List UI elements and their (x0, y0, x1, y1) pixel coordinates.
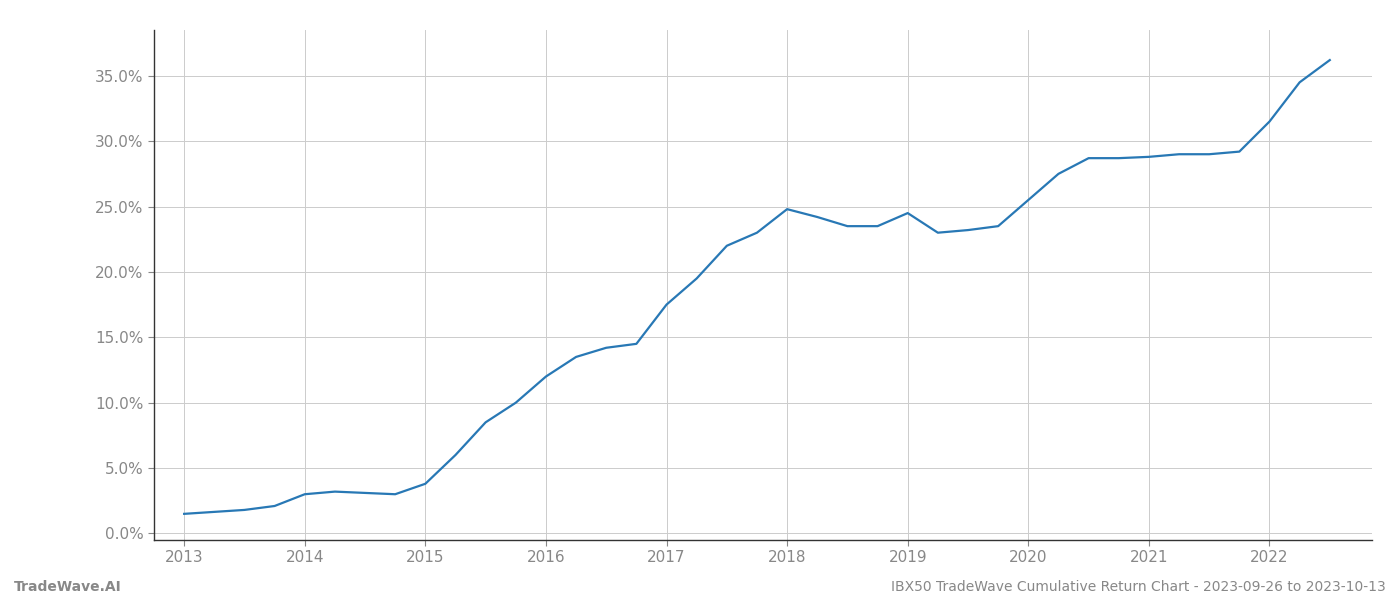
Text: IBX50 TradeWave Cumulative Return Chart - 2023-09-26 to 2023-10-13: IBX50 TradeWave Cumulative Return Chart … (892, 580, 1386, 594)
Text: TradeWave.AI: TradeWave.AI (14, 580, 122, 594)
